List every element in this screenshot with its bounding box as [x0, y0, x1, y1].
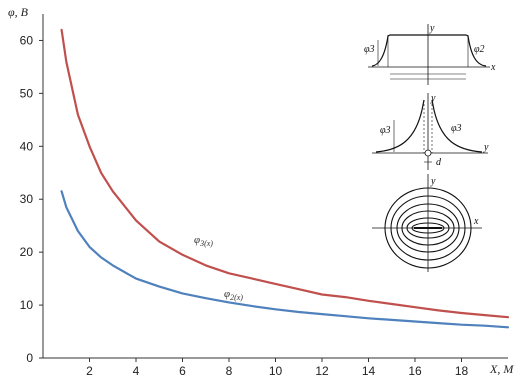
x-tick-label: 14 [362, 364, 376, 378]
contour-6 [411, 222, 445, 234]
y-ticks: 0 10 20 30 40 50 60 [20, 33, 43, 365]
x-tick-label: 12 [315, 364, 329, 378]
x-ticks: 2 4 6 8 10 12 14 16 18 [86, 358, 468, 378]
inset1-x-label: x [490, 62, 496, 73]
series-label-phi3: φ3(x) [194, 234, 213, 248]
inset1-profile-curve [371, 34, 487, 67]
series-line-phi3 [60, 28, 510, 319]
y-tick-label: 60 [20, 33, 34, 47]
inset2-d-label: d [436, 157, 442, 168]
series-label-phi2: φ2(x) [224, 288, 243, 302]
x-tick-label: 18 [455, 364, 469, 378]
contour-4 [401, 210, 455, 246]
y-tick-label: 30 [20, 192, 34, 206]
x-tick-label: 10 [269, 364, 283, 378]
inset3-electrode [414, 227, 442, 229]
inset2-phi-left-label: φ3 [380, 125, 391, 136]
x-tick-label: 16 [408, 364, 422, 378]
inset2-phi-right-label: φ3 [451, 123, 462, 134]
inset2-axis-label: y [483, 142, 489, 153]
contour-3 [396, 203, 460, 253]
x-tick-label: 2 [86, 364, 93, 378]
x-axis-label: X, M [489, 362, 514, 376]
inset-strip-profile: y φ3 φ2 x [364, 23, 496, 85]
inset3-x-label: x [473, 216, 479, 227]
series-layer [60, 28, 510, 329]
y-tick-label: 50 [20, 86, 34, 100]
contour-1 [384, 187, 472, 269]
inset-rod-profile: y φ3 φ3 y d [372, 93, 489, 170]
x-tick-label: 4 [133, 364, 140, 378]
series-line-phi2 [60, 190, 510, 329]
y-tick-label: 10 [20, 298, 34, 312]
y-axis-label: φ, B [8, 5, 29, 19]
inset1-phi-left-label: φ3 [364, 44, 375, 55]
inset3-y-label: y [430, 176, 436, 187]
inset2-rod-section [424, 149, 432, 157]
x-tick-label: 6 [179, 364, 186, 378]
inset2-y-label: y [430, 93, 436, 104]
y-tick-label: 0 [26, 351, 33, 365]
contour-2 [390, 195, 466, 261]
y-tick-label: 20 [20, 245, 34, 259]
y-tick-label: 40 [20, 139, 34, 153]
inset1-phi-right-label: φ2 [474, 44, 485, 55]
x-tick-label: 8 [226, 364, 233, 378]
inset2-profile-curve [375, 99, 483, 153]
contour-5 [406, 217, 450, 239]
inset-equipotential-contours: y x [372, 174, 482, 272]
inset1-y-label: y [429, 23, 435, 34]
